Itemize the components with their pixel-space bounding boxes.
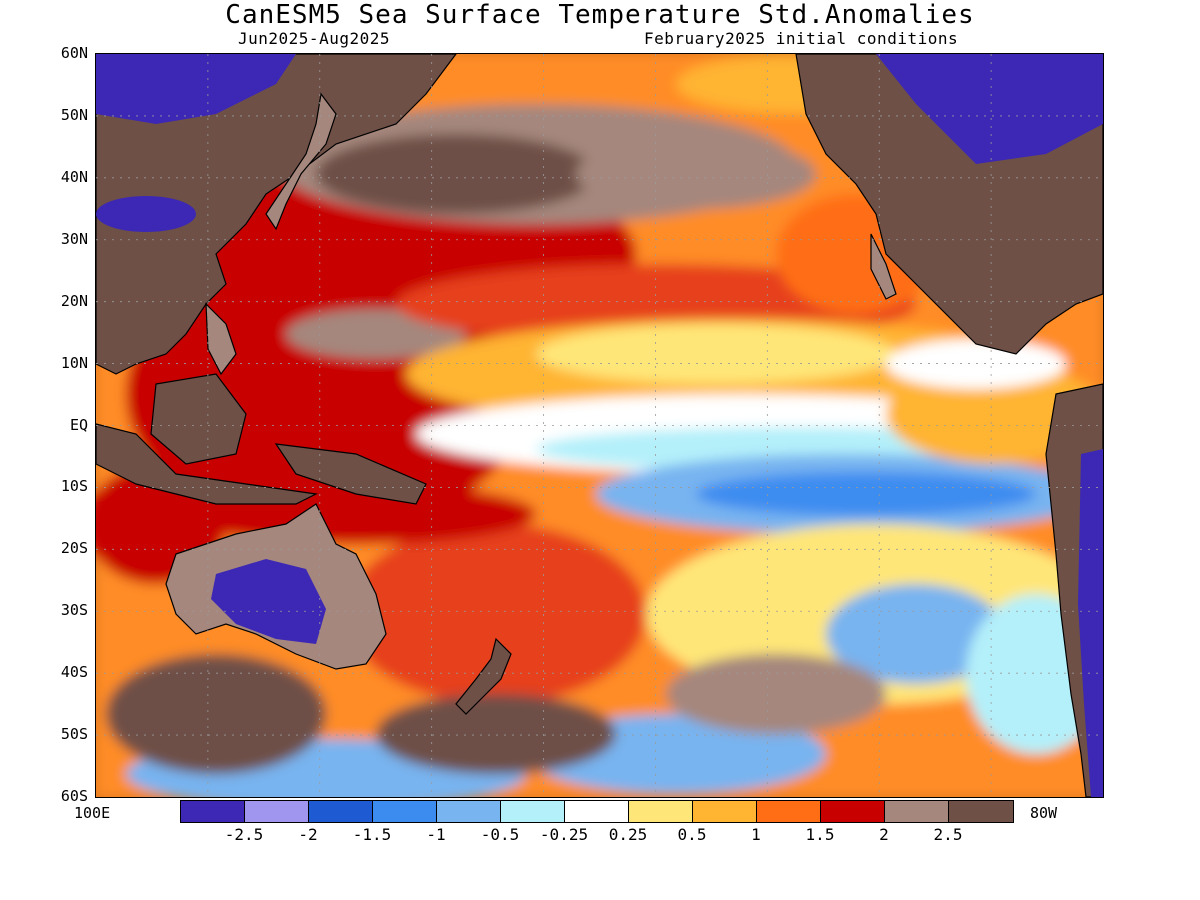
asia-land bbox=[96, 54, 457, 375]
latitude-label: 20S bbox=[60, 539, 88, 558]
new-zealand bbox=[455, 637, 512, 715]
latitude-label: 10S bbox=[60, 477, 88, 496]
map-title: CanESM5 Sea Surface Temperature Std.Anom… bbox=[225, 0, 975, 30]
colorbar-tick-label: -1.5 bbox=[352, 825, 392, 844]
latitude-label: 60S bbox=[60, 787, 88, 805]
asia-cold-spot bbox=[96, 196, 196, 232]
longitude-left-label: 100E bbox=[74, 804, 111, 822]
latitude-label: 40S bbox=[60, 663, 88, 682]
initial-conditions: February2025 initial conditions bbox=[644, 29, 959, 48]
colorbar-tick-label: 0.5 bbox=[677, 825, 707, 844]
colorbar-swatch bbox=[693, 801, 757, 822]
sst-anomaly-map bbox=[95, 53, 1104, 798]
colorbar-tick-label: -2.5 bbox=[224, 825, 264, 844]
colorbar-swatch bbox=[885, 801, 949, 822]
japan-islands bbox=[265, 92, 337, 231]
latitude-label: 10N bbox=[60, 353, 88, 372]
colorbar-tick-label: 1.5 bbox=[805, 825, 835, 844]
latitude-label: 50N bbox=[60, 105, 88, 124]
new-guinea bbox=[274, 443, 427, 505]
latitude-label: 20N bbox=[60, 291, 88, 310]
colorbar-swatch bbox=[245, 801, 309, 822]
colorbar-tick-label: 2 bbox=[879, 825, 889, 844]
sumatra-java bbox=[96, 423, 318, 505]
colorbar-swatch bbox=[821, 801, 885, 822]
colorbar-tick-label: 2.5 bbox=[933, 825, 963, 844]
colorbar-tick-label: -2 bbox=[298, 825, 318, 844]
colorbar-swatch bbox=[629, 801, 693, 822]
colorbar-swatch bbox=[949, 801, 1013, 822]
map-canvas bbox=[96, 54, 1103, 797]
forecast-period: Jun2025-Aug2025 bbox=[238, 29, 390, 48]
colorbar-tick-label: -0.5 bbox=[480, 825, 520, 844]
colorbar-tick-label: 1 bbox=[751, 825, 761, 844]
colorbar bbox=[180, 800, 1014, 823]
land-masses bbox=[96, 54, 1103, 797]
colorbar-swatch bbox=[501, 801, 565, 822]
baja-california bbox=[870, 233, 897, 300]
siberia-cold-patch bbox=[96, 54, 296, 124]
colorbar-swatch bbox=[373, 801, 437, 822]
latitude-label: 30N bbox=[60, 229, 88, 248]
colorbar-tick-label: -1 bbox=[426, 825, 446, 844]
colorbar-swatch bbox=[565, 801, 629, 822]
philippines bbox=[205, 302, 237, 376]
borneo bbox=[150, 373, 247, 465]
andes-cold-strip bbox=[1078, 449, 1103, 797]
latitude-label: 30S bbox=[60, 601, 88, 620]
latitude-label: 40N bbox=[60, 167, 88, 186]
colorbar-tick-label: 0.25 bbox=[608, 825, 648, 844]
colorbar-swatch bbox=[757, 801, 821, 822]
colorbar-tick-label: -0.25 bbox=[539, 825, 589, 844]
latitude-label: EQ bbox=[69, 415, 88, 434]
colorbar-swatch bbox=[437, 801, 501, 822]
longitude-right-label: 80W bbox=[1030, 804, 1058, 822]
australia-cold-interior bbox=[211, 559, 326, 644]
canada-cold-patch bbox=[876, 54, 1103, 164]
colorbar-swatch bbox=[181, 801, 245, 822]
colorbar-swatch bbox=[309, 801, 373, 822]
latitude-label: 50S bbox=[60, 725, 88, 744]
latitude-label: 60N bbox=[60, 44, 88, 62]
